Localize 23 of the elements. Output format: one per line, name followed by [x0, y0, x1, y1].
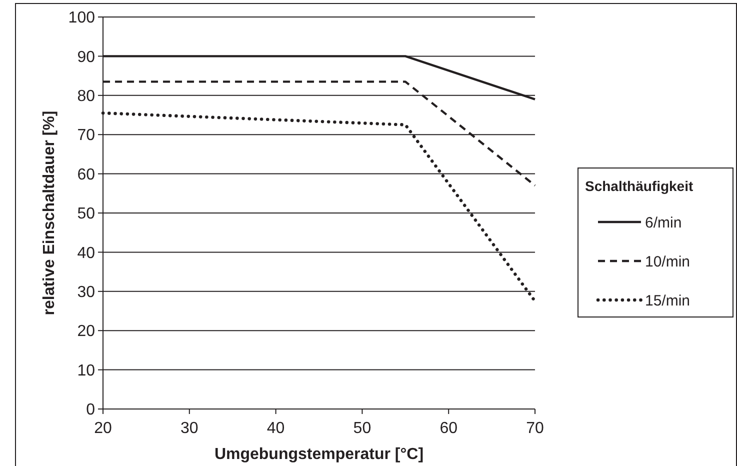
x-axis-title: Umgebungstemperatur [°C]	[214, 446, 424, 463]
x-tick-label: 50	[353, 420, 372, 437]
y-tick-label: 50	[77, 206, 96, 223]
y-axis-title: relative Einschaltdauer [%]	[41, 110, 58, 316]
x-tick-label: 60	[440, 420, 458, 437]
y-tick-label: 40	[77, 244, 96, 262]
legend-title: Schalthäufigkeit	[585, 178, 694, 194]
y-tick-label: 70	[77, 127, 96, 144]
y-tick-label: 0	[86, 402, 96, 419]
x-tick-label: 20	[94, 420, 112, 437]
y-tick-label: 60	[77, 166, 96, 184]
y-tick-label: 10	[77, 362, 96, 380]
x-tick-label: 70	[526, 420, 544, 437]
legend-label: 15/min	[645, 292, 690, 310]
y-tick-label: 20	[77, 323, 96, 340]
y-tick-label: 90	[77, 48, 96, 66]
y-tick-label: 30	[77, 284, 96, 301]
y-tick-label: 100	[68, 10, 96, 27]
x-tick-label: 30	[180, 420, 198, 437]
x-tick-label: 40	[266, 420, 285, 437]
y-tick-label: 80	[77, 88, 96, 105]
legend-label: 6/min	[645, 214, 682, 232]
legend-label: 10/min	[645, 253, 690, 270]
